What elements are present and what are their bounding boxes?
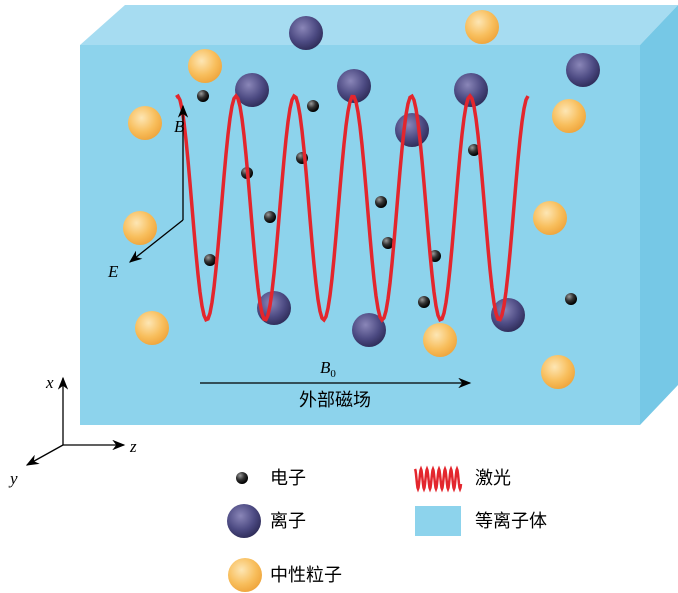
electron [264,211,276,223]
neutral-particle [423,323,457,357]
legend-plasma: 等离子体 [475,511,547,532]
electron [468,144,480,156]
legend-electron: 电子 [270,468,306,489]
b0-symbol: B [320,358,331,377]
neutral-particle [533,201,567,235]
b-label: B [174,117,185,136]
electron [418,296,430,308]
b0-subscript: 0 [330,368,336,380]
neutral-particle [123,211,157,245]
electron [565,293,577,305]
b0-label: B0 [320,358,336,380]
coordinate-axes: x z y [8,373,137,488]
ion [454,73,488,107]
ion [352,313,386,347]
neutral-particle [465,10,499,44]
legend-ion: 离子 [270,511,306,532]
particles [123,10,600,389]
legend-neutral: 中性粒子 [270,565,342,586]
ion [566,53,600,87]
e-label: E [107,262,119,281]
legend: 电子 离子 中性粒子 激光 等离子体 [227,465,547,592]
ion [491,298,525,332]
electron [307,100,319,112]
electron [204,254,216,266]
neutral-particle [135,311,169,345]
electron [375,196,387,208]
neutral-particle [552,99,586,133]
field-vectors: B E B0 外部磁场 [107,104,472,411]
neutral-particle [128,106,162,140]
external-field-label: 外部磁场 [299,390,371,411]
legend-laser: 激光 [475,468,511,489]
ion [337,69,371,103]
electron [382,237,394,249]
y-axis-label: y [8,469,18,488]
ion [289,16,323,50]
x-axis-label: x [45,373,54,392]
z-axis-label: z [129,437,137,456]
neutral-particle [188,49,222,83]
electron [197,90,209,102]
neutral-particle [541,355,575,389]
ion [395,113,429,147]
laser [175,93,530,323]
ion [235,73,269,107]
